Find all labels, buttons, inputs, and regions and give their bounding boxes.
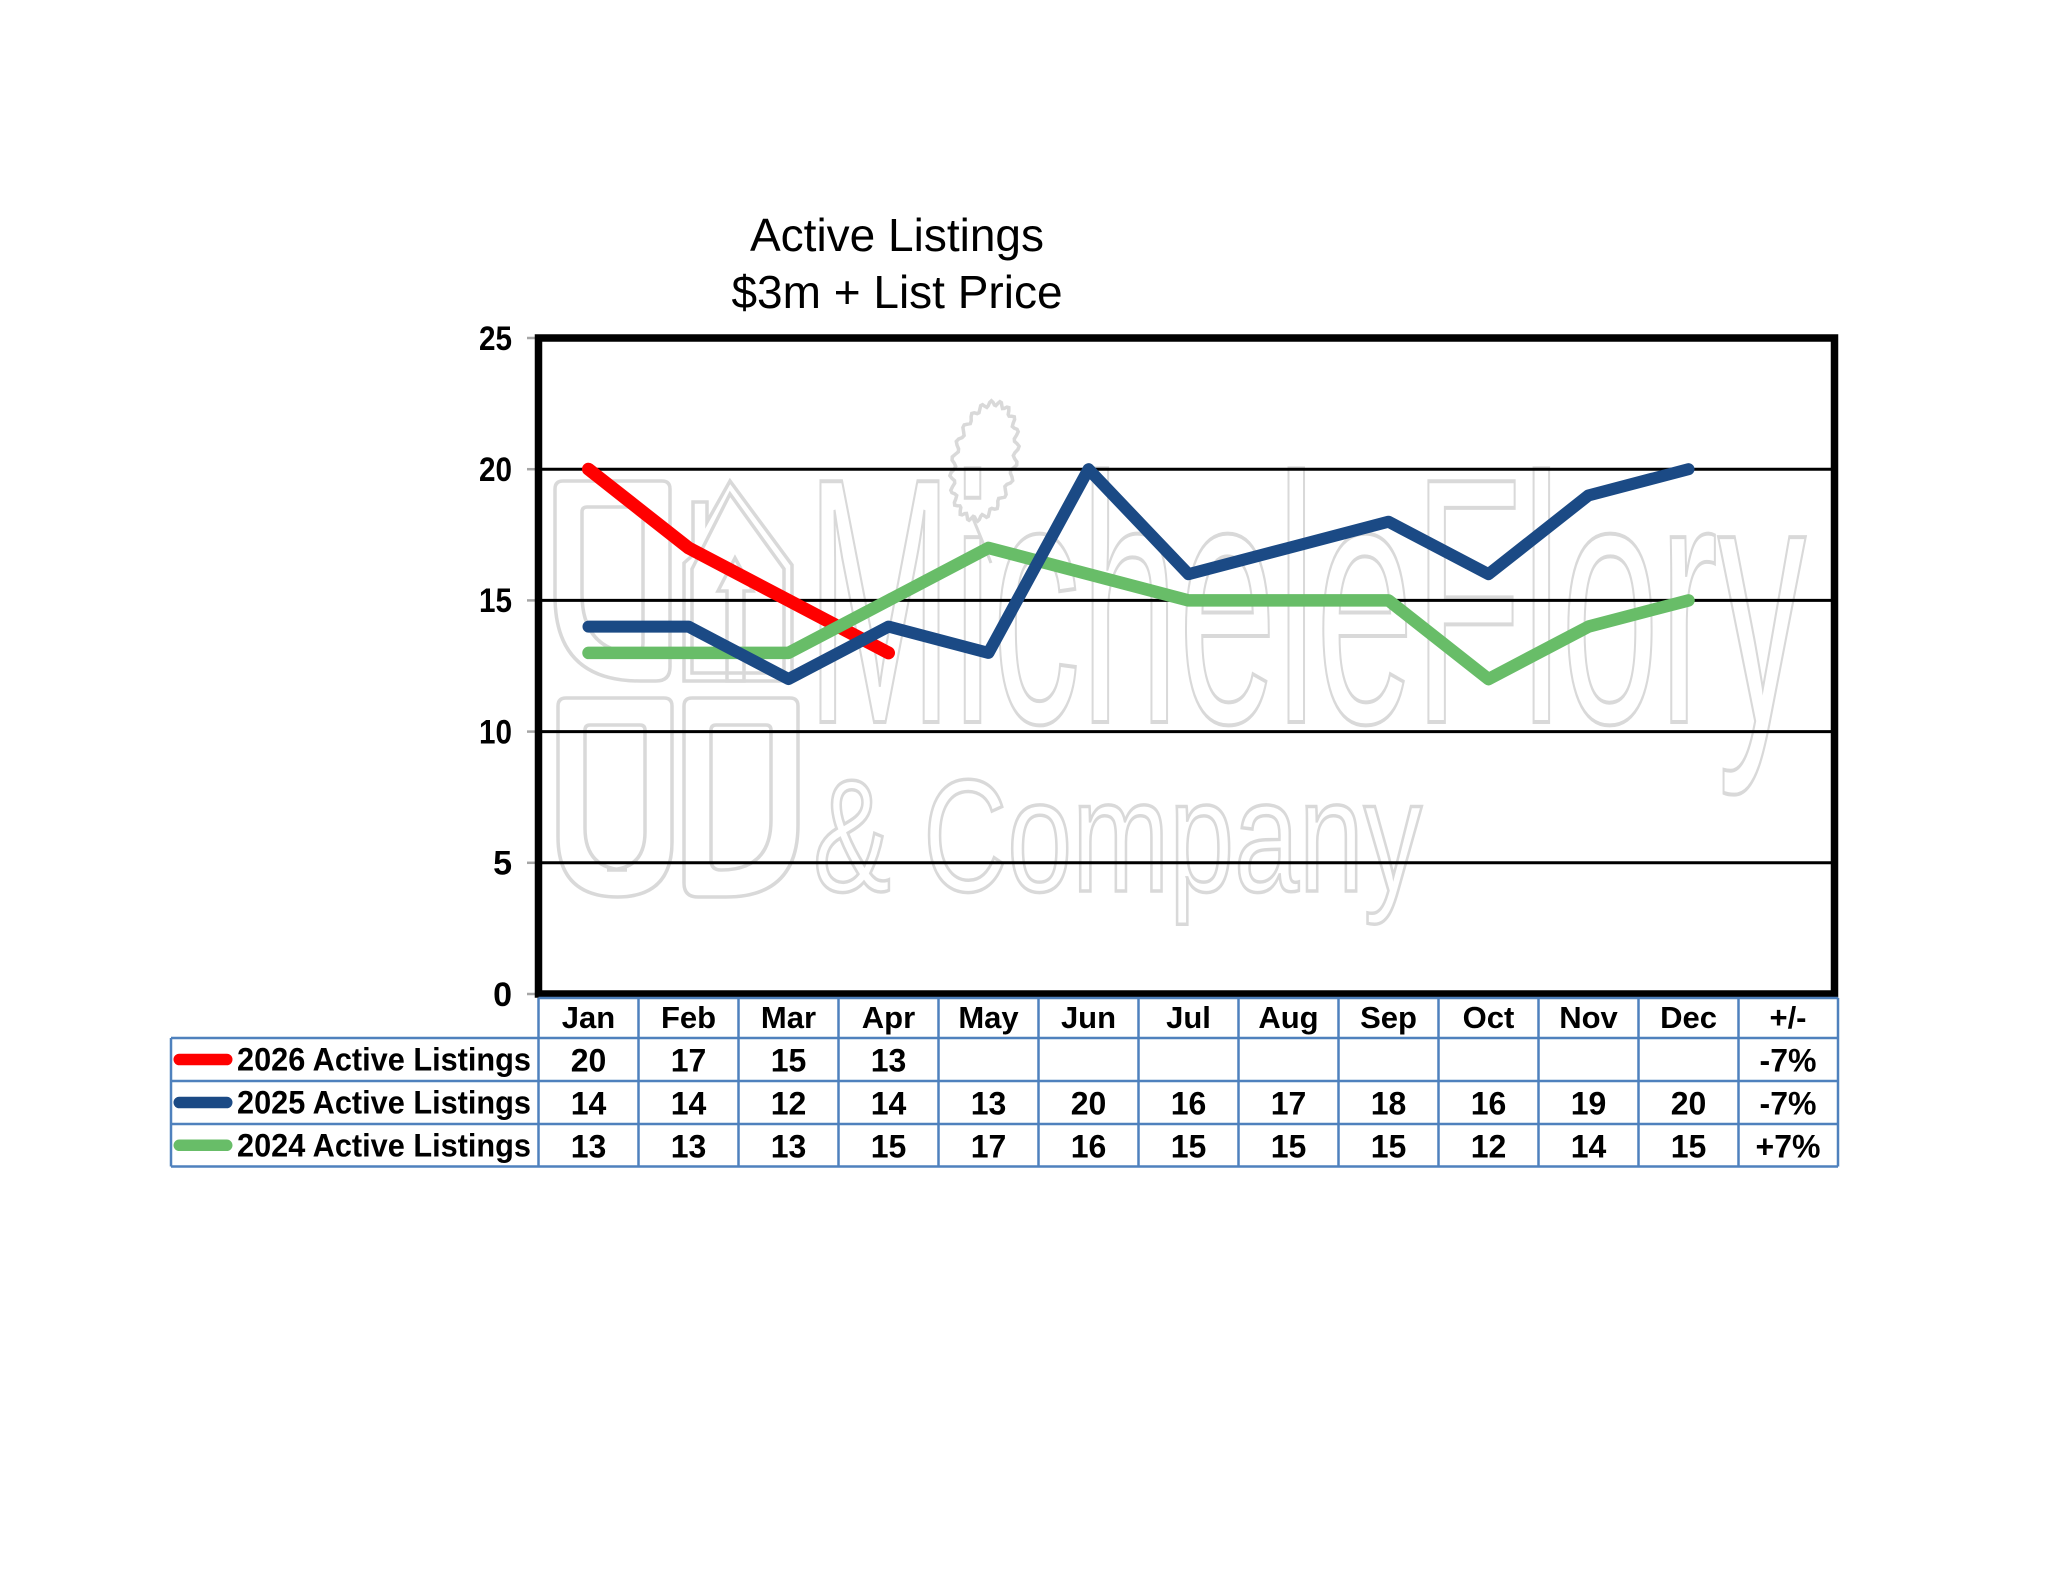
svg-text:14: 14 (671, 1086, 707, 1122)
svg-text:& Company: & Company (813, 746, 1422, 925)
svg-text:14: 14 (871, 1086, 907, 1122)
svg-text:18: 18 (1371, 1086, 1407, 1122)
svg-text:Active Listings: Active Listings (750, 209, 1044, 261)
svg-text:14: 14 (1571, 1128, 1607, 1164)
svg-text:20: 20 (571, 1043, 607, 1079)
svg-text:13: 13 (871, 1043, 907, 1079)
svg-text:5: 5 (493, 845, 512, 883)
svg-text:15: 15 (479, 582, 512, 620)
svg-text:2024 Active Listings: 2024 Active Listings (237, 1127, 531, 1163)
svg-text:Jul: Jul (1166, 1000, 1211, 1035)
svg-text:Feb: Feb (661, 1000, 716, 1035)
svg-text:13: 13 (571, 1128, 607, 1164)
svg-text:Aug: Aug (1258, 1000, 1318, 1035)
svg-text:Oct: Oct (1463, 1000, 1515, 1035)
svg-text:20: 20 (1071, 1086, 1107, 1122)
svg-text:0: 0 (493, 976, 512, 1014)
svg-text:-7%: -7% (1760, 1086, 1817, 1122)
svg-text:Jun: Jun (1061, 1000, 1116, 1035)
svg-text:16: 16 (1171, 1086, 1207, 1122)
svg-text:14: 14 (571, 1086, 607, 1122)
svg-text:2026 Active Listings: 2026 Active Listings (237, 1042, 531, 1078)
svg-text:25: 25 (479, 320, 512, 358)
svg-text:15: 15 (1271, 1128, 1307, 1164)
svg-text:13: 13 (971, 1086, 1007, 1122)
svg-text:15: 15 (1371, 1128, 1407, 1164)
svg-text:2025 Active Listings: 2025 Active Listings (237, 1085, 531, 1121)
svg-text:12: 12 (1471, 1128, 1507, 1164)
svg-text:$3m + List Price: $3m + List Price (731, 266, 1062, 318)
svg-text:17: 17 (1271, 1086, 1307, 1122)
svg-text:Jan: Jan (562, 1000, 615, 1035)
svg-text:Nov: Nov (1559, 1000, 1618, 1035)
svg-text:15: 15 (771, 1043, 807, 1079)
svg-text:17: 17 (971, 1128, 1007, 1164)
svg-text:15: 15 (871, 1128, 907, 1164)
svg-text:15: 15 (1171, 1128, 1207, 1164)
svg-text:19: 19 (1571, 1086, 1607, 1122)
svg-text:16: 16 (1471, 1086, 1507, 1122)
svg-text:20: 20 (479, 451, 512, 489)
svg-text:+/-: +/- (1769, 1000, 1806, 1035)
svg-text:Mar: Mar (761, 1000, 816, 1035)
svg-text:Dec: Dec (1660, 1000, 1717, 1035)
svg-text:12: 12 (771, 1086, 807, 1122)
svg-text:20: 20 (1671, 1086, 1707, 1122)
svg-text:16: 16 (1071, 1128, 1107, 1164)
svg-text:Sep: Sep (1360, 1000, 1417, 1035)
svg-text:13: 13 (771, 1128, 807, 1164)
svg-text:May: May (958, 1000, 1019, 1035)
svg-text:10: 10 (479, 713, 512, 751)
svg-text:-7%: -7% (1760, 1043, 1817, 1079)
svg-text:Apr: Apr (862, 1000, 915, 1035)
svg-text:15: 15 (1671, 1128, 1707, 1164)
svg-text:13: 13 (671, 1128, 707, 1164)
svg-text:+7%: +7% (1756, 1128, 1821, 1164)
svg-text:17: 17 (671, 1043, 707, 1079)
